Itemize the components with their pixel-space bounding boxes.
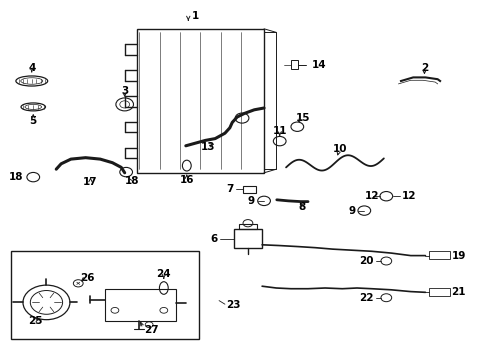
Text: 18: 18 (9, 172, 23, 182)
Text: 9: 9 (347, 206, 355, 216)
Text: 4: 4 (28, 63, 36, 73)
Text: 26: 26 (80, 273, 94, 283)
Text: 14: 14 (311, 60, 326, 70)
Text: 27: 27 (144, 325, 159, 335)
Bar (233, 229, 262, 248)
Text: 5: 5 (30, 116, 37, 126)
Text: 16: 16 (179, 175, 194, 185)
Text: 10: 10 (332, 144, 346, 154)
Bar (428, 251, 449, 259)
Text: 18: 18 (124, 176, 139, 186)
Text: 9: 9 (246, 196, 254, 206)
Text: 23: 23 (225, 300, 240, 310)
Text: 25: 25 (28, 316, 42, 326)
Text: 6: 6 (210, 234, 217, 244)
Bar (105, 289, 176, 321)
Text: 8: 8 (298, 202, 305, 212)
Bar (243, 186, 255, 193)
Text: 2: 2 (420, 63, 427, 73)
Bar (264, 32, 276, 169)
Text: 21: 21 (450, 287, 465, 297)
Bar (238, 224, 257, 229)
Text: 12: 12 (364, 191, 378, 201)
Text: 19: 19 (450, 251, 465, 261)
Text: 12: 12 (401, 191, 416, 201)
Text: 24: 24 (156, 269, 171, 279)
Bar (428, 288, 449, 296)
Text: 17: 17 (83, 177, 98, 187)
Bar (137, 29, 264, 173)
Bar (11, 251, 199, 339)
Text: 1: 1 (192, 11, 199, 21)
Text: 11: 11 (272, 126, 286, 136)
Text: 22: 22 (359, 293, 373, 303)
Text: 20: 20 (359, 256, 373, 266)
Text: 15: 15 (295, 113, 310, 123)
Bar (290, 60, 297, 69)
Text: 3: 3 (121, 86, 128, 96)
Text: 7: 7 (226, 184, 233, 194)
Text: 13: 13 (200, 141, 215, 152)
